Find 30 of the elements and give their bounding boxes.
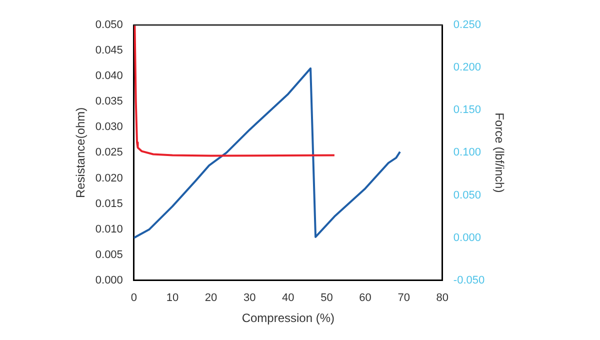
- y-tick-label: 0.015: [95, 198, 123, 210]
- y-tick-label: 0.050: [95, 19, 123, 32]
- y-tick-label: 0.025: [95, 146, 123, 159]
- y2-tick-label: 0.050: [453, 189, 481, 202]
- x-tick-label: 70: [398, 292, 410, 304]
- y2-tick-label: 0.100: [453, 146, 481, 159]
- y-tick-label: 0.005: [95, 248, 123, 261]
- y2-tick-label: 0.000: [453, 232, 481, 244]
- y-tick-label: 0.010: [95, 223, 123, 236]
- y2-tick-label: -0.050: [453, 274, 485, 286]
- y-tick-label: 0.045: [95, 44, 123, 57]
- y2-tick-label: 0.250: [453, 19, 481, 32]
- x-tick-label: 0: [130, 292, 137, 304]
- y-tick-label: 0.000: [95, 274, 123, 286]
- y2-tick-label: 0.150: [453, 104, 481, 116]
- x-tick-label: 50: [320, 292, 333, 304]
- x-tick-label: 20: [204, 292, 218, 304]
- y-tick-label: 0.020: [95, 172, 123, 184]
- y-tick-label: 0.030: [95, 121, 123, 134]
- x-tick-label: 60: [359, 292, 372, 304]
- x-tick-label: 30: [243, 292, 256, 304]
- y-tick-label: 0.040: [95, 70, 123, 82]
- y-axis-title: Resistance(ohm): [74, 107, 88, 198]
- y2-tick-label: 0.200: [453, 62, 481, 74]
- x-tick-label: 80: [436, 292, 449, 304]
- x-tick-label: 40: [282, 292, 294, 304]
- x-tick-label: 10: [166, 292, 179, 304]
- y2-axis-title: Force (lbf/inch): [492, 112, 506, 193]
- x-axis-title: Compression (%): [242, 311, 335, 326]
- y-tick-label: 0.035: [95, 96, 123, 108]
